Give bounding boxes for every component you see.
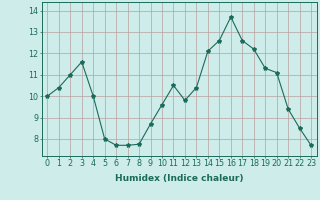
X-axis label: Humidex (Indice chaleur): Humidex (Indice chaleur) <box>115 174 244 183</box>
